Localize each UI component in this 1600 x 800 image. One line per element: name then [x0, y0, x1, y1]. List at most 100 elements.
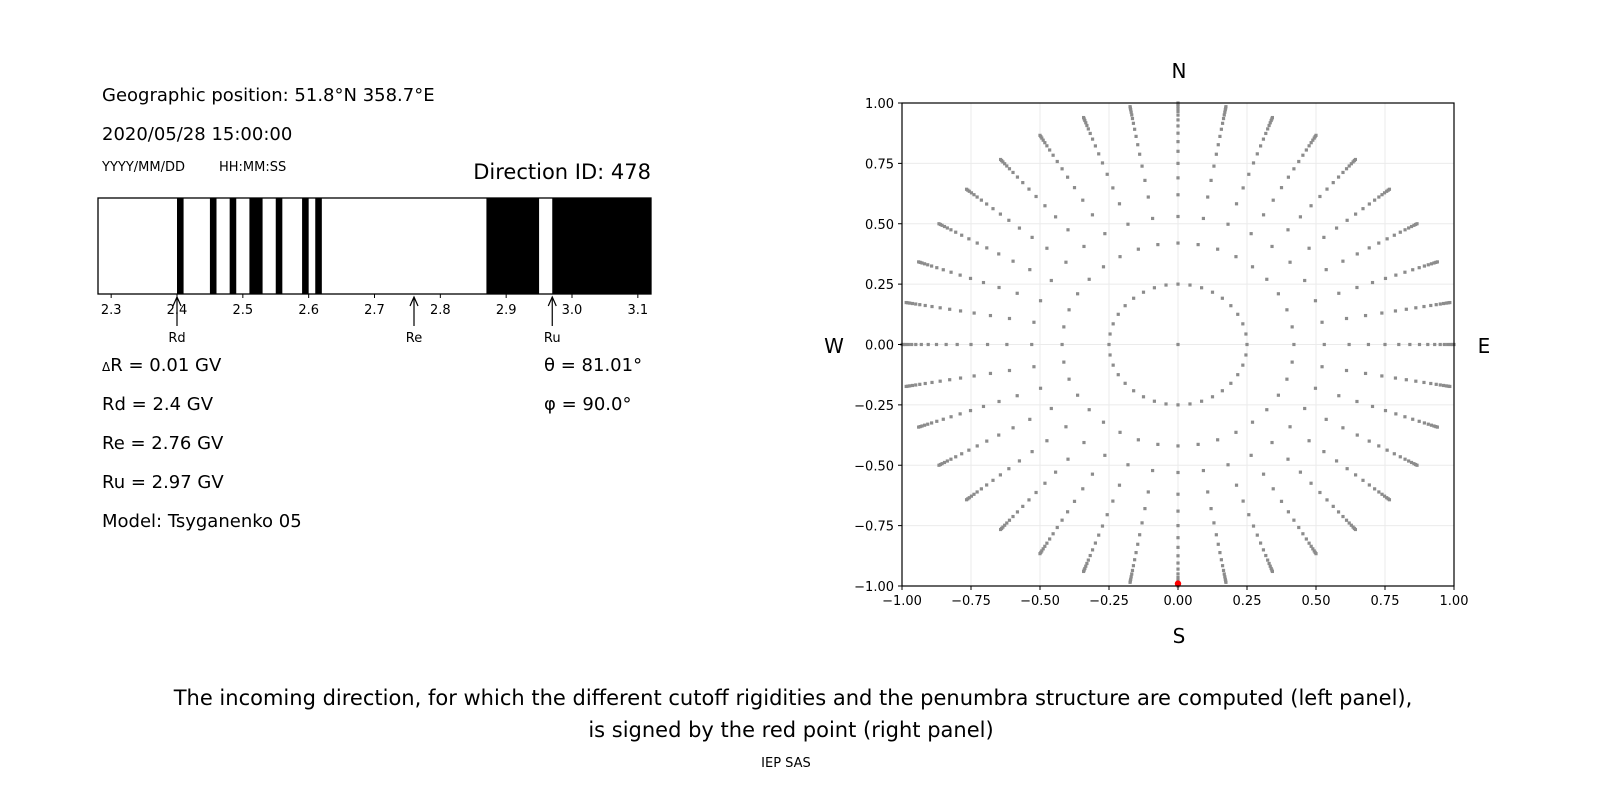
direction-point: [997, 285, 1001, 290]
penumbra-band: [249, 198, 263, 294]
direction-point: [1176, 176, 1180, 180]
direction-point: [998, 212, 1003, 216]
direction-point: [1380, 193, 1384, 197]
direction-point: [985, 202, 989, 206]
direction-point: [1377, 490, 1381, 494]
direction-point: [920, 424, 924, 428]
direction-point: [935, 419, 939, 423]
direction-point: [1134, 551, 1138, 555]
direction-point: [1219, 127, 1223, 131]
direction-point: [1318, 194, 1322, 199]
direction-point: [1250, 265, 1255, 269]
direction-point: [1223, 108, 1227, 112]
direction-point: [958, 376, 963, 380]
direction-point: [1156, 243, 1160, 247]
direction-point: [1005, 342, 1009, 347]
direction-point: [1286, 175, 1290, 179]
direction-point: [1015, 175, 1020, 179]
direction-point: [1082, 115, 1086, 120]
direction-point: [988, 313, 993, 318]
direction-point: [1030, 450, 1034, 454]
direction-point: [1107, 342, 1111, 347]
direction-point: [998, 473, 1003, 477]
direction-point: [1380, 374, 1384, 378]
direction-point: [954, 455, 958, 459]
direction-point: [1101, 265, 1106, 269]
direction-point: [1072, 186, 1077, 190]
direction-point: [1043, 481, 1047, 485]
direction-point: [1130, 568, 1135, 573]
direction-point: [1361, 478, 1365, 482]
direction-point: [969, 342, 973, 347]
direction-point: [998, 527, 1003, 532]
direction-point: [910, 383, 915, 388]
direction-point: [1341, 426, 1345, 430]
direction-point: [1373, 487, 1377, 491]
direction-point: [1268, 564, 1272, 568]
direction-point: [923, 262, 927, 266]
direction-point: [1176, 131, 1180, 135]
compass-north: N: [1172, 59, 1187, 83]
phi-value: φ = 90.0°: [544, 394, 632, 415]
direction-point: [1434, 382, 1438, 386]
direction-point: [1032, 365, 1036, 369]
direction-point: [1087, 277, 1091, 281]
direction-point: [949, 228, 953, 232]
direction-point: [1417, 419, 1421, 423]
direction-point: [1337, 394, 1341, 398]
direction-point: [1132, 296, 1136, 300]
direction-point: [1311, 138, 1315, 142]
direction-point: [1255, 152, 1259, 156]
direction-point: [930, 304, 934, 309]
direction-point: [1133, 127, 1137, 131]
direction-point: [1382, 494, 1387, 498]
direction-point: [1176, 106, 1180, 111]
direction-point: [954, 230, 958, 234]
direction-point: [1005, 521, 1009, 525]
direction-point: [1206, 490, 1210, 494]
direction-point: [1043, 204, 1047, 208]
direction-point: [1011, 170, 1015, 175]
direction-point: [1201, 468, 1206, 473]
arrow-head-icon: [172, 295, 182, 307]
direction-point: [903, 342, 908, 347]
direction-point: [1214, 533, 1218, 537]
direction-point: [1276, 292, 1280, 296]
direction-point: [1234, 255, 1238, 259]
direction-point: [1270, 440, 1274, 445]
direction-point: [1446, 301, 1450, 305]
direction-point: [1414, 306, 1418, 310]
penumbra-band: [229, 198, 237, 294]
direction-point: [1081, 198, 1085, 202]
direction-point: [1404, 307, 1408, 311]
y-tick-label: −0.50: [854, 459, 894, 474]
direction-point: [937, 222, 941, 226]
direction-point: [1223, 577, 1227, 581]
direction-point: [1432, 424, 1436, 428]
direction-point: [1267, 123, 1271, 128]
direction-point: [1398, 455, 1402, 459]
direction-point: [1298, 470, 1303, 474]
direction-point: [1336, 175, 1341, 179]
direction-point: [1038, 299, 1043, 303]
direction-point: [1064, 260, 1068, 264]
direction-point: [1136, 143, 1140, 147]
direction-point: [1336, 510, 1341, 514]
direction-point: [1097, 533, 1101, 537]
direction-point: [1093, 541, 1098, 545]
direction-point: [1131, 121, 1136, 125]
direction-point: [1176, 140, 1180, 144]
direction-point: [1234, 483, 1239, 487]
direction-point: [1258, 144, 1263, 148]
direction-point: [1034, 194, 1038, 199]
direction-point: [948, 307, 952, 311]
direction-point: [1136, 542, 1140, 546]
direction-point: [1176, 403, 1180, 407]
direction-point: [1448, 342, 1453, 347]
direction-point: [1325, 187, 1329, 191]
direction-point: [1286, 457, 1290, 461]
direction-point: [968, 408, 973, 413]
direction-point: [1403, 228, 1407, 232]
direction-point: [1270, 115, 1274, 120]
direction-point: [1226, 463, 1230, 467]
